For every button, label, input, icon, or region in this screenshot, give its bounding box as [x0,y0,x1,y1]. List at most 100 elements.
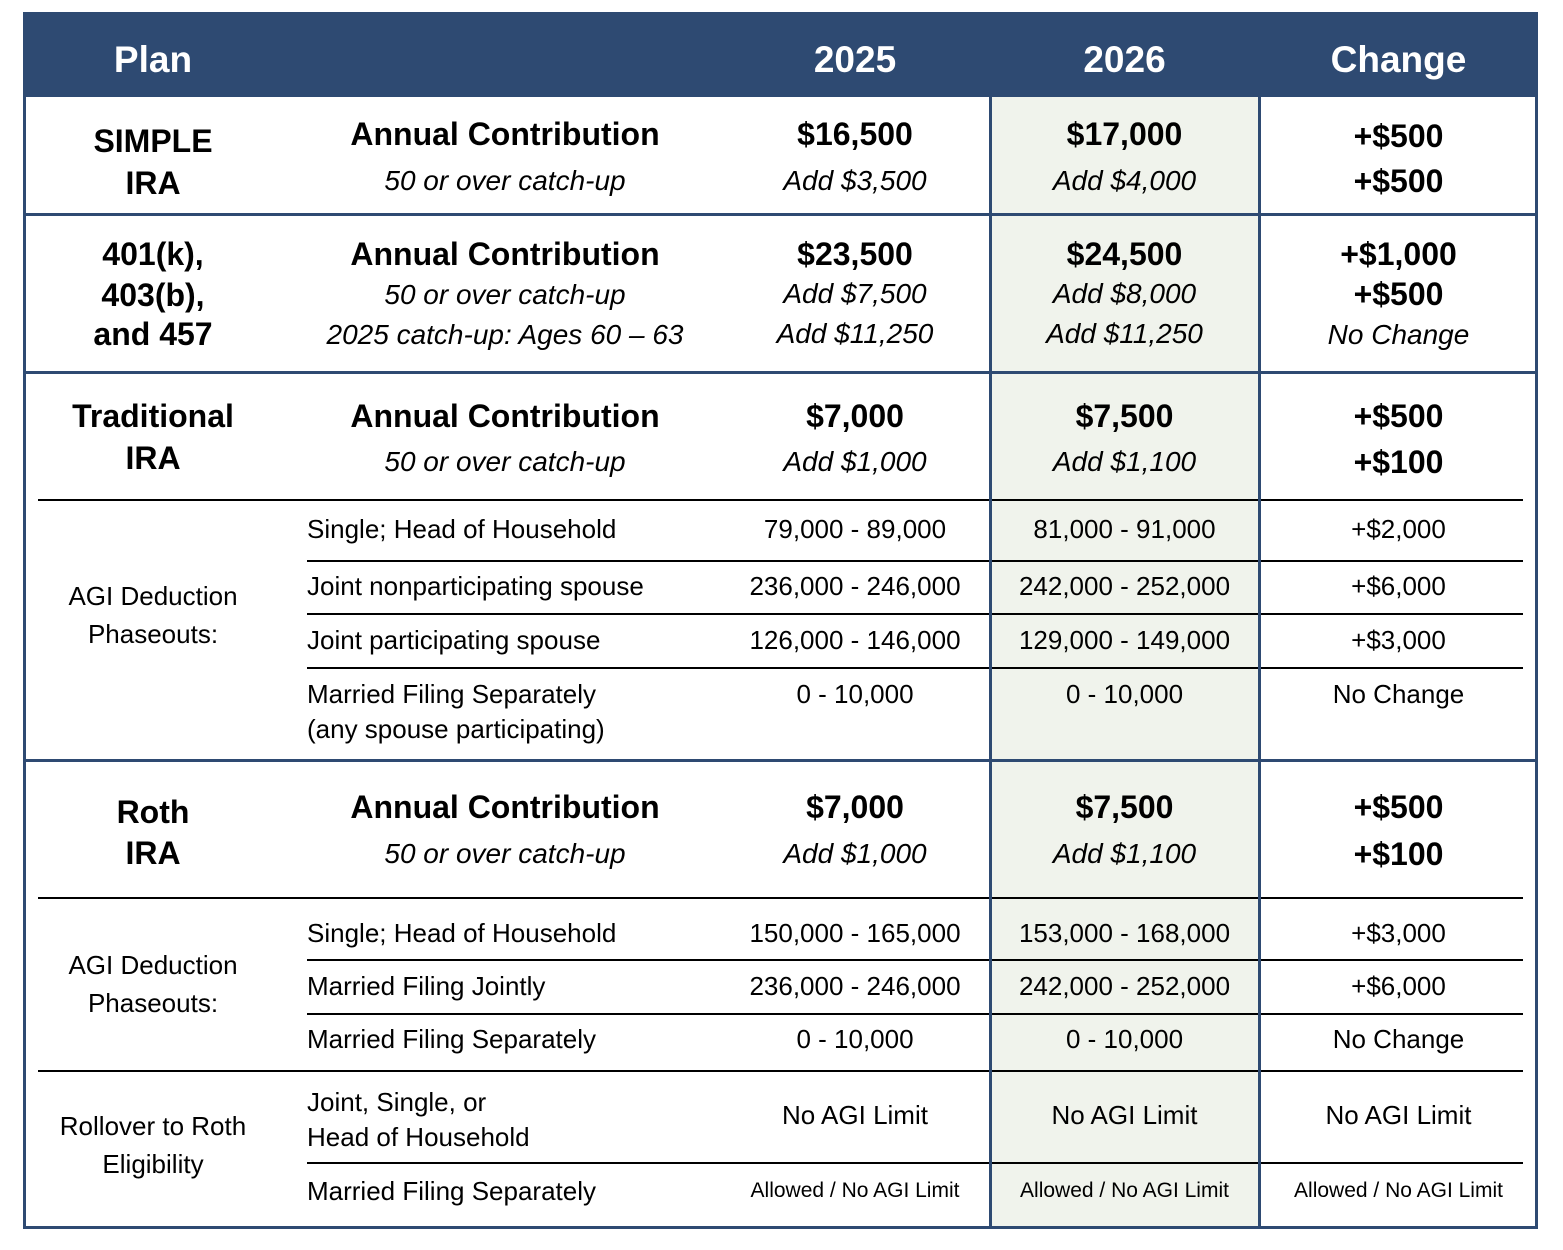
value-v2026: $7,500 [1075,398,1174,434]
row-divider [307,1162,1523,1164]
row-label: Annual Contribution [350,236,660,272]
column-2026-highlight [990,97,1259,1227]
table-header [23,12,1538,97]
value-change: +$3,000 [1351,625,1446,655]
row-label: Annual Contribution [350,116,660,152]
value-v2025: Add $7,500 [783,278,927,309]
value-v2025: Add $3,500 [783,165,927,196]
value-2026: 0 - 10,000 [1065,1024,1184,1054]
column-divider [989,97,992,1227]
value-v2026: Add $1,100 [1052,446,1197,477]
value-2026: No AGI Limit [1051,1100,1198,1130]
value-change: +$500 [1353,276,1444,312]
agi-phaseouts-label: AGI Deduction [68,581,238,611]
value-2026: 242,000 - 252,000 [1018,571,1231,601]
section-divider [23,759,1538,762]
rollover-eligibility-label: Eligibility [102,1149,204,1179]
row-divider [38,1070,1523,1072]
row-divider [307,667,1523,669]
plan-name: Traditional [72,398,234,434]
filer-type: Joint participating spouse [307,625,601,655]
value-v2025: $23,500 [797,236,913,272]
value-change: No Change [1332,1024,1465,1054]
value-change: No AGI Limit [1325,1100,1472,1130]
value-2025: 150,000 - 165,000 [749,918,961,948]
value-v2026: Add $4,000 [1052,165,1197,196]
row-sublabel: 50 or over catch-up [384,279,626,310]
plan-name: IRA [125,165,181,201]
row-divider [38,499,1523,501]
value-2026: Allowed / No AGI Limit [1020,1179,1229,1202]
plan-name: SIMPLE [93,123,213,159]
value-2025: Allowed / No AGI Limit [750,1179,960,1202]
value-2025: 236,000 - 246,000 [749,971,961,1001]
filer-type: Married Filing Jointly [307,971,546,1001]
value-v2025: $7,000 [806,789,904,825]
value-v2026: $24,500 [1066,236,1183,272]
value-v2026: $17,000 [1066,116,1183,152]
filer-type: Single; Head of Household [307,918,617,948]
plan-name: 401(k), [102,236,204,272]
column-divider [1258,97,1261,1227]
row-divider [307,613,1523,615]
header-change: Change [1330,39,1467,80]
value-2026: 129,000 - 149,000 [1018,625,1231,655]
value-change: +$500 [1353,118,1444,154]
value-v2025: Add $11,250 [776,318,934,349]
plan-name: 403(b), [101,277,205,313]
value-change: No Change [1327,319,1470,350]
section-divider [23,371,1538,374]
row-sublabel: 50 or over catch-up [384,838,626,869]
value-2025: 79,000 - 89,000 [763,514,947,544]
value-2026: 242,000 - 252,000 [1018,971,1231,1001]
value-2026: 81,000 - 91,000 [1033,514,1216,544]
value-change: +$500 [1353,398,1444,434]
value-v2025: Add $1,000 [783,838,927,869]
agi-phaseouts-label: Phaseouts: [87,619,219,649]
plan-name: IRA [125,440,181,476]
value-change: +$2,000 [1351,514,1446,544]
row-sublabel: 50 or over catch-up [384,446,626,477]
rollover-eligibility-label: Rollover to Roth [59,1111,247,1141]
row-divider [307,560,1523,562]
value-v2026: Add $1,100 [1052,838,1197,869]
filer-type: Married Filing Separately [307,1024,597,1054]
value-change: +$6,000 [1351,971,1446,1001]
row-label: Annual Contribution [350,398,660,434]
plan-name: Roth [116,794,190,830]
row-sublabel: 50 or over catch-up [384,165,626,196]
section-divider [23,213,1538,216]
value-change: Allowed / No AGI Limit [1294,1179,1503,1202]
filer-type: Joint, Single, or [307,1087,487,1117]
filer-type: Head of Household [307,1122,530,1152]
filer-type: Joint nonparticipating spouse [307,571,644,601]
value-2026: 153,000 - 168,000 [1018,918,1231,948]
plan-name: and 457 [93,316,213,352]
value-2025: 0 - 10,000 [796,679,914,709]
value-v2025: $16,500 [797,116,913,152]
filer-type: Married Filing Separately [307,679,597,709]
row-divider [307,959,1523,961]
value-v2026: Add $8,000 [1052,278,1197,309]
header-2026: 2026 [1083,39,1166,80]
row-label: Annual Contribution [350,789,660,825]
value-v2026: Add $11,250 [1046,318,1203,349]
value-change: +$500 [1353,163,1444,199]
value-2026: 0 - 10,000 [1065,679,1184,709]
row-divider [38,897,1523,899]
filer-type: Single; Head of Household [307,514,617,544]
contribution-limits-table [23,12,1538,1229]
header-plan: Plan [113,39,193,80]
value-v2025: Add $1,000 [783,446,927,477]
value-v2026: $7,500 [1075,789,1174,825]
filer-type: Married Filing Separately [307,1176,597,1206]
value-change: +$3,000 [1351,918,1446,948]
agi-phaseouts-label: AGI Deduction [68,950,238,980]
agi-phaseouts-label: Phaseouts: [87,988,219,1018]
row-divider [307,1013,1523,1015]
value-2025: 236,000 - 246,000 [749,571,961,601]
value-2025: No AGI Limit [782,1100,928,1130]
value-2025: 126,000 - 146,000 [749,625,961,655]
plan-name: IRA [125,835,181,871]
header-2025: 2025 [813,39,897,80]
